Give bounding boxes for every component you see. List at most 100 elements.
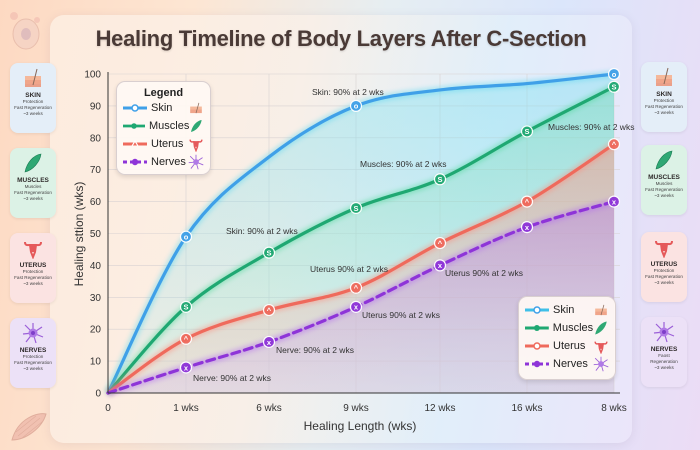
card-line: Fast Regeneration bbox=[14, 190, 52, 195]
card-line: ~3 weeks bbox=[654, 110, 674, 115]
data-point-uterus[interactable]: ^ bbox=[349, 281, 363, 294]
muscle-icon bbox=[655, 150, 673, 170]
y-tick-label: 30 bbox=[90, 293, 102, 304]
svg-text:x: x bbox=[354, 303, 359, 312]
y-tick-label: 70 bbox=[90, 165, 102, 176]
svg-text:S: S bbox=[611, 83, 616, 92]
legend-item-muscles[interactable]: Muscles bbox=[117, 117, 210, 135]
skin-icon bbox=[190, 102, 202, 114]
legend-label: Muscles bbox=[149, 120, 190, 132]
card-line: Fast Regeneration bbox=[645, 104, 683, 109]
data-point-skin[interactable]: o bbox=[607, 67, 621, 81]
card-line: ~3 weeks bbox=[23, 281, 43, 286]
y-tick-label: 40 bbox=[90, 261, 102, 272]
legend-label: Nerves bbox=[553, 358, 588, 370]
annotation-label: Uterus 90% at 2 wks bbox=[362, 310, 440, 320]
annotation-label: Skin: 90% at 2 wks bbox=[226, 226, 298, 236]
svg-text:S: S bbox=[183, 303, 188, 312]
svg-text:S: S bbox=[524, 127, 529, 136]
data-point-uterus[interactable]: ^ bbox=[179, 332, 193, 345]
data-point-skin[interactable]: o bbox=[179, 230, 193, 243]
nerves-swatch-icon bbox=[123, 158, 147, 166]
data-point-nerves[interactable]: x bbox=[433, 259, 447, 272]
data-point-nerves[interactable]: x bbox=[349, 300, 363, 313]
nerves-swatch-icon bbox=[525, 360, 549, 368]
legend-item-muscles[interactable]: Muscles bbox=[519, 319, 615, 337]
card-line: Protection bbox=[653, 268, 675, 273]
legend-item-uterus[interactable]: Uterus bbox=[519, 337, 615, 355]
card-line: ~3 weeks bbox=[654, 280, 674, 285]
data-point-uterus[interactable]: ^ bbox=[262, 303, 276, 317]
left-card-nerves: NERVES Protection Fast Regeneration ~3 w… bbox=[10, 318, 56, 388]
y-tick-label: 10 bbox=[90, 357, 102, 368]
legend-label: Uterus bbox=[553, 340, 586, 352]
card-line: Muscles bbox=[24, 184, 42, 189]
y-tick-label: 80 bbox=[90, 133, 102, 144]
nerve-icon bbox=[22, 323, 44, 344]
card-line: ~3 weeks bbox=[654, 193, 674, 198]
card-line: Regeneration bbox=[650, 359, 678, 364]
data-point-nerves[interactable]: x bbox=[262, 335, 276, 349]
data-point-nerves[interactable]: x bbox=[179, 361, 193, 374]
card-title: UTERUS bbox=[19, 262, 47, 269]
card-line: Protection bbox=[22, 354, 44, 359]
card-line: ~3 weeks bbox=[23, 196, 43, 201]
y-tick-label: 100 bbox=[84, 70, 101, 81]
legend-item-nerves[interactable]: Nerves bbox=[117, 153, 210, 171]
svg-text:x: x bbox=[525, 223, 530, 232]
x-tick-label: 1 wks bbox=[173, 403, 199, 414]
card-line: Fast Regeneration bbox=[645, 187, 683, 192]
data-point-muscles[interactable]: S bbox=[349, 201, 363, 215]
x-tick-label: 8 wks bbox=[601, 403, 627, 414]
data-point-nerves[interactable]: x bbox=[607, 195, 621, 208]
card-line: ~3 weeks bbox=[654, 365, 674, 370]
data-point-skin[interactable]: o bbox=[349, 99, 363, 113]
y-tick-label: 20 bbox=[90, 325, 102, 336]
card-title: MUSCLES bbox=[17, 177, 49, 184]
uterus-swatch-icon bbox=[525, 342, 549, 350]
svg-text:S: S bbox=[353, 204, 358, 213]
muscle-decoration-icon bbox=[11, 413, 47, 441]
legend-item-skin[interactable]: Skin bbox=[117, 99, 210, 117]
left-card-uterus: UTERUS Protection Fast Regeneration ~3 w… bbox=[10, 233, 56, 303]
svg-text:x: x bbox=[184, 363, 189, 372]
card-title: NERVES bbox=[650, 346, 678, 353]
card-title: MUSCLES bbox=[648, 174, 680, 181]
data-point-uterus[interactable]: ^ bbox=[520, 195, 534, 208]
chart-title: Healing Timeline of Body Layers After C-… bbox=[95, 26, 587, 51]
legend-item-uterus[interactable]: Uterus bbox=[117, 135, 210, 153]
data-point-nerves[interactable]: x bbox=[520, 221, 534, 234]
data-point-uterus[interactable]: ^ bbox=[607, 138, 621, 151]
data-point-muscles[interactable]: S bbox=[607, 80, 621, 93]
data-point-uterus[interactable]: ^ bbox=[433, 236, 447, 250]
annotation-label: Nerve: 90% at 2 wks bbox=[193, 373, 271, 383]
data-point-muscles[interactable]: S bbox=[433, 173, 447, 186]
y-axis-label: Healing sttion (wks) bbox=[72, 182, 86, 287]
nerve-icon bbox=[653, 322, 675, 343]
legend-item-nerves[interactable]: Nerves bbox=[519, 355, 615, 373]
left-card-skin: SKIN Protection Fast Regeneration ~3 wee… bbox=[10, 63, 56, 133]
data-point-muscles[interactable]: S bbox=[179, 300, 193, 313]
right-card-nerves: NERVES Faost Regeneration ~3 weeks bbox=[641, 317, 687, 387]
cell-decoration-icon bbox=[10, 12, 40, 50]
right-card-uterus: UTERUS Protection Fast Regeneration ~3 w… bbox=[641, 232, 687, 302]
legend-item-skin[interactable]: Skin bbox=[519, 301, 615, 319]
right-card-muscles: MUSCLES Muscles Fast Regeneration ~3 wee… bbox=[641, 145, 687, 215]
y-tick-label: 90 bbox=[90, 101, 102, 112]
data-point-muscles[interactable]: S bbox=[262, 246, 276, 259]
y-tick-label: 50 bbox=[90, 229, 102, 240]
svg-text:^: ^ bbox=[438, 239, 443, 248]
nerve-icon bbox=[593, 356, 609, 372]
x-tick-label: 6 wks bbox=[256, 403, 282, 414]
uterus-icon bbox=[594, 341, 608, 354]
muscle-icon bbox=[191, 120, 203, 132]
data-point-muscles[interactable]: S bbox=[520, 125, 534, 138]
card-line: Protection bbox=[653, 98, 675, 103]
annotation-label: Nerve: 90% at 2 wks bbox=[276, 345, 354, 355]
uterus-swatch-icon bbox=[123, 139, 147, 147]
card-line: Fast Regeneration bbox=[14, 275, 52, 280]
skin-icon bbox=[656, 67, 672, 86]
card-title: SKIN bbox=[25, 92, 41, 99]
svg-text:^: ^ bbox=[354, 284, 359, 293]
